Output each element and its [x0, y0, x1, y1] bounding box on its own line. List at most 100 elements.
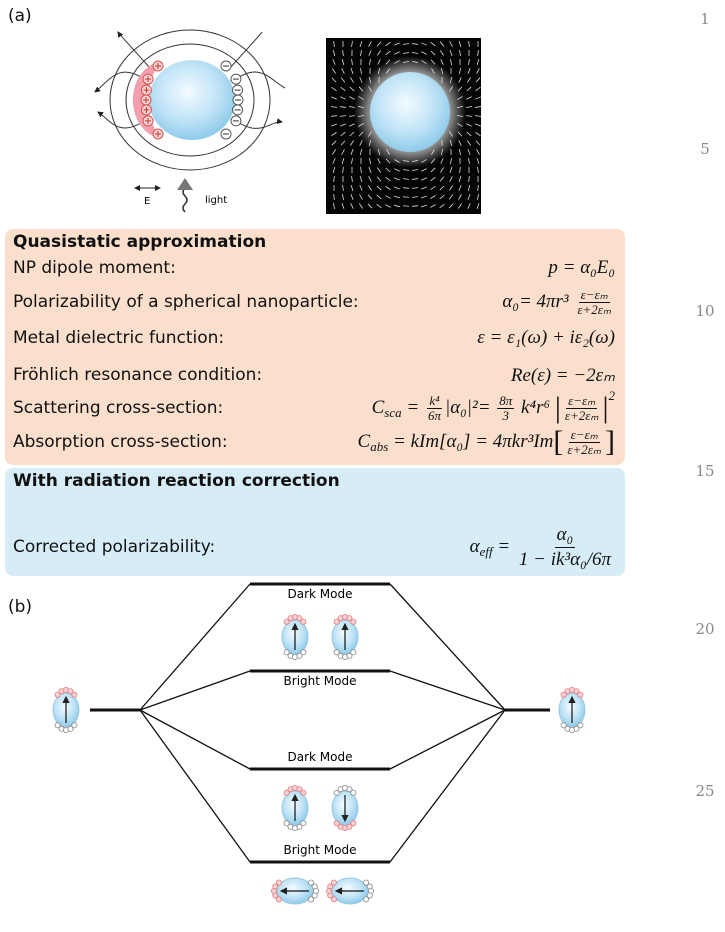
- field-vector: [332, 202, 336, 210]
- field-vector: [333, 175, 335, 183]
- field-vector: [411, 205, 419, 207]
- charge: [71, 722, 78, 729]
- charge: [275, 879, 282, 886]
- field-vector: [421, 204, 427, 208]
- row-label: Corrected polarizability:: [13, 537, 216, 557]
- field-vector: [467, 194, 471, 200]
- field-vector: [439, 41, 445, 47]
- subscript: sca: [384, 405, 402, 420]
- formula-text: p = α₀E₀: [548, 257, 615, 278]
- field-vector: [359, 77, 363, 83]
- formula-text: Re(ε) = −2εₘ: [510, 364, 615, 386]
- formula-text: C: [371, 397, 385, 418]
- field-vector: [331, 132, 337, 136]
- fraction: k⁴ 6π: [426, 392, 443, 423]
- field-vector: [466, 86, 472, 92]
- field-vector: [440, 50, 444, 56]
- bracket: [: [553, 425, 564, 458]
- formula-row: Polarizability of a spherical nanopartic…: [13, 285, 615, 319]
- field-vector: [331, 87, 337, 91]
- box-title: Quasistatic approximation: [13, 232, 267, 252]
- field-vector: [458, 140, 462, 146]
- field-vector: [477, 49, 479, 57]
- field-vector: [351, 157, 353, 165]
- field-vector: [332, 68, 336, 74]
- connector: [389, 583, 506, 711]
- field-vector: [475, 86, 481, 92]
- field-vector: [421, 195, 427, 199]
- field-vector: [430, 167, 436, 173]
- field-vector: [475, 96, 481, 100]
- field-vector: [458, 185, 462, 191]
- field-vector: [411, 43, 419, 45]
- field-vector: [368, 50, 372, 56]
- field-vector: [411, 178, 419, 180]
- field-vector: [331, 96, 337, 100]
- charge: [300, 820, 307, 827]
- formula: Re(ε) = −2εₘ: [511, 364, 615, 387]
- field-vector: [466, 96, 472, 100]
- line-number: 1: [700, 10, 710, 28]
- nanoparticle: [370, 72, 450, 152]
- field-vector: [367, 185, 373, 191]
- field-vector: [341, 203, 345, 209]
- field-vector: [411, 52, 419, 54]
- field-vector: [342, 184, 344, 192]
- field-vector: [476, 59, 480, 65]
- row-label: Polarizability of a spherical nanopartic…: [13, 292, 359, 312]
- field-vector: [466, 123, 472, 127]
- charge: [350, 618, 357, 625]
- formula-text: α: [469, 536, 480, 557]
- charge: [333, 618, 340, 625]
- charge: [67, 725, 74, 732]
- field-vector: [467, 149, 471, 155]
- row-label: Absorption cross-section:: [13, 432, 228, 452]
- field-vector: [458, 194, 462, 200]
- numerator: k⁴: [427, 392, 442, 409]
- field-vector: [430, 176, 436, 182]
- charge: [54, 722, 61, 729]
- field-vector: [385, 204, 391, 208]
- field-vector: [339, 106, 347, 108]
- field-vector: [411, 169, 419, 171]
- line-number: 25: [695, 782, 715, 800]
- field-vector: [474, 106, 482, 108]
- field-vector: [340, 96, 346, 100]
- field-vector: [421, 186, 427, 190]
- field-vector: [360, 148, 362, 156]
- field-vector: [340, 86, 346, 92]
- line-number: 15: [695, 462, 715, 480]
- superscript: 2: [608, 388, 616, 403]
- field-vector: [368, 176, 372, 182]
- formula: α eff = α₀ 1 − ik³α₀/6π: [470, 523, 615, 572]
- line-number: 20: [695, 620, 715, 638]
- field-vector: [458, 77, 462, 83]
- field-vector: [350, 68, 354, 74]
- mode-label: Dark Mode: [288, 750, 353, 764]
- field-vector: [340, 140, 346, 146]
- field-vector: [348, 115, 356, 117]
- fraction: ε−εₘ ε+2εₘ: [563, 393, 601, 423]
- field-vector: [333, 40, 335, 48]
- field-vector: [411, 196, 419, 198]
- field-vector: [476, 193, 480, 201]
- denominator: 3: [502, 407, 510, 423]
- connector: [139, 709, 251, 863]
- field-vector: [394, 168, 400, 172]
- charge: [296, 786, 303, 793]
- field-vector: [340, 77, 346, 83]
- mode-label: Bright Mode: [284, 674, 357, 688]
- field-vector: [385, 195, 391, 199]
- charge: [272, 892, 279, 899]
- field-vector: [351, 175, 353, 183]
- field-vector: [449, 176, 453, 182]
- field-vector: [332, 59, 336, 65]
- field-vector: [458, 41, 462, 47]
- charge: [350, 820, 357, 827]
- row-label: Fröhlich resonance condition:: [13, 365, 263, 385]
- field-vector: [342, 49, 344, 57]
- connector: [389, 709, 506, 770]
- field-vector: [475, 77, 481, 83]
- field-vector: [333, 193, 335, 201]
